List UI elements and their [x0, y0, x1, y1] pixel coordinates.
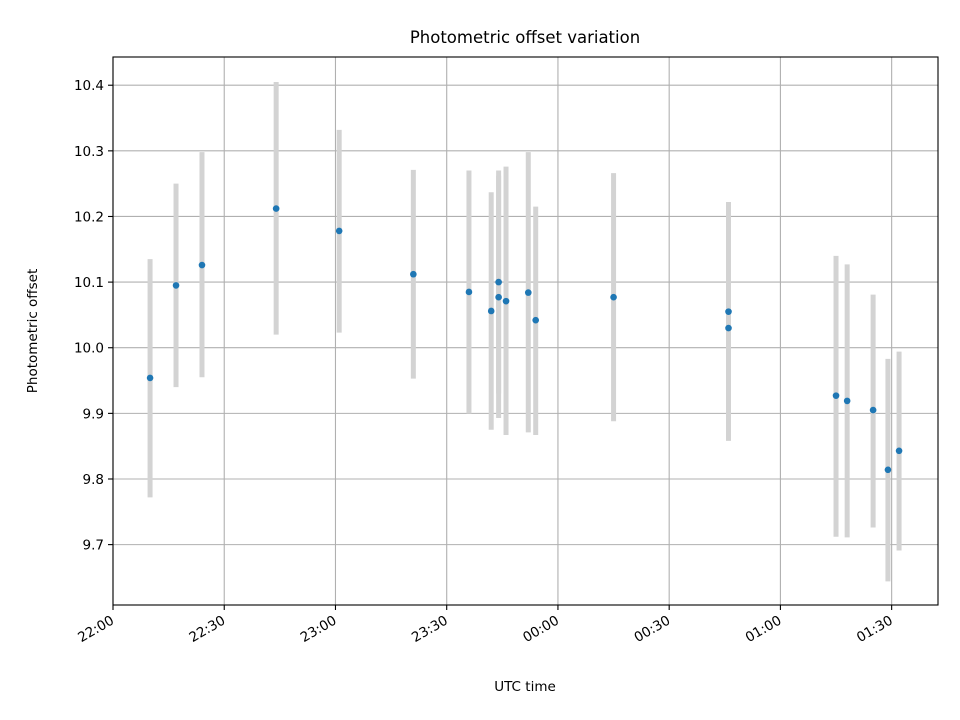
plot-area-background	[113, 57, 938, 605]
data-point	[524, 289, 532, 296]
data-point	[869, 406, 877, 414]
data-point	[272, 205, 280, 212]
data-point	[725, 308, 732, 315]
y-tick-label: 10.0	[74, 341, 104, 357]
data-point	[146, 374, 154, 382]
y-axis-label: Photometric offset	[25, 269, 41, 393]
y-tick-label: 10.1	[74, 275, 104, 291]
data-point	[465, 288, 473, 296]
data-point	[495, 278, 502, 286]
plot-area-frame	[112, 56, 939, 606]
data-point	[410, 270, 417, 278]
data-point	[198, 261, 206, 269]
data-point	[502, 297, 510, 305]
data-point	[895, 447, 903, 455]
y-tick-label: 9.9	[83, 406, 104, 422]
data-point	[487, 307, 495, 315]
data-point	[610, 293, 617, 301]
y-tick-label: 10.4	[74, 78, 104, 94]
data-point	[843, 397, 851, 405]
x-axis-label: UTC time	[494, 679, 556, 695]
data-point	[725, 324, 732, 332]
grid-lines	[112, 57, 938, 605]
data-point	[172, 282, 180, 289]
data-point	[884, 466, 892, 474]
y-tick-label: 10.2	[74, 209, 104, 225]
data-point	[335, 227, 343, 235]
chart-title: Photometric offset variation	[410, 28, 640, 47]
y-axis-ticks: 9.7 9.8 9.9 10.0 10.1 10.2 10.3 10.4	[74, 78, 113, 554]
data-points	[146, 205, 903, 474]
y-tick-label: 9.8	[83, 472, 104, 488]
data-point	[532, 316, 539, 324]
data-point	[832, 392, 840, 399]
y-tick-label: 9.7	[83, 538, 104, 554]
y-tick-label: 10.3	[74, 144, 104, 160]
data-point	[495, 293, 502, 301]
